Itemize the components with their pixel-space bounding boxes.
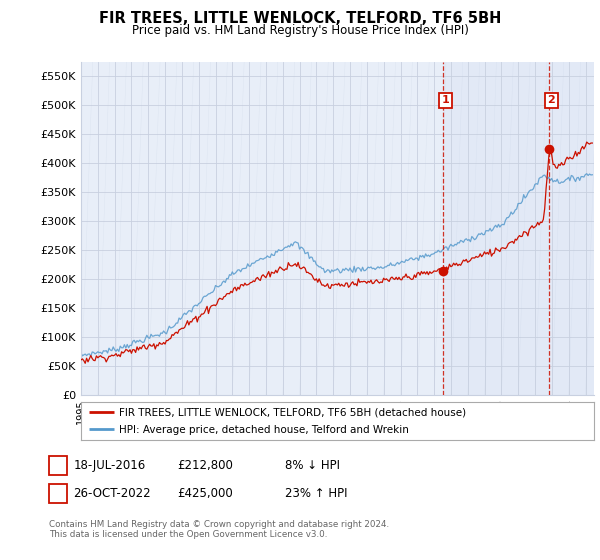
Bar (443, 62, 594, 395)
Text: 1: 1 (53, 459, 62, 473)
Text: 26-OCT-2022: 26-OCT-2022 (73, 487, 151, 501)
Text: 2: 2 (548, 95, 556, 105)
Text: 23% ↑ HPI: 23% ↑ HPI (285, 487, 347, 501)
Text: 2: 2 (53, 487, 62, 501)
Text: HPI: Average price, detached house, Telford and Wrekin: HPI: Average price, detached house, Telf… (119, 426, 409, 436)
Text: £425,000: £425,000 (177, 487, 233, 501)
Text: Contains HM Land Registry data © Crown copyright and database right 2024.
This d: Contains HM Land Registry data © Crown c… (49, 520, 389, 539)
Text: £212,800: £212,800 (177, 459, 233, 473)
Text: 8% ↓ HPI: 8% ↓ HPI (285, 459, 340, 473)
Text: FIR TREES, LITTLE WENLOCK, TELFORD, TF6 5BH (detached house): FIR TREES, LITTLE WENLOCK, TELFORD, TF6 … (119, 408, 467, 418)
Text: 18-JUL-2016: 18-JUL-2016 (73, 459, 145, 473)
Text: FIR TREES, LITTLE WENLOCK, TELFORD, TF6 5BH: FIR TREES, LITTLE WENLOCK, TELFORD, TF6 … (99, 11, 501, 26)
Text: Price paid vs. HM Land Registry's House Price Index (HPI): Price paid vs. HM Land Registry's House … (131, 24, 469, 36)
Text: 1: 1 (442, 95, 449, 105)
